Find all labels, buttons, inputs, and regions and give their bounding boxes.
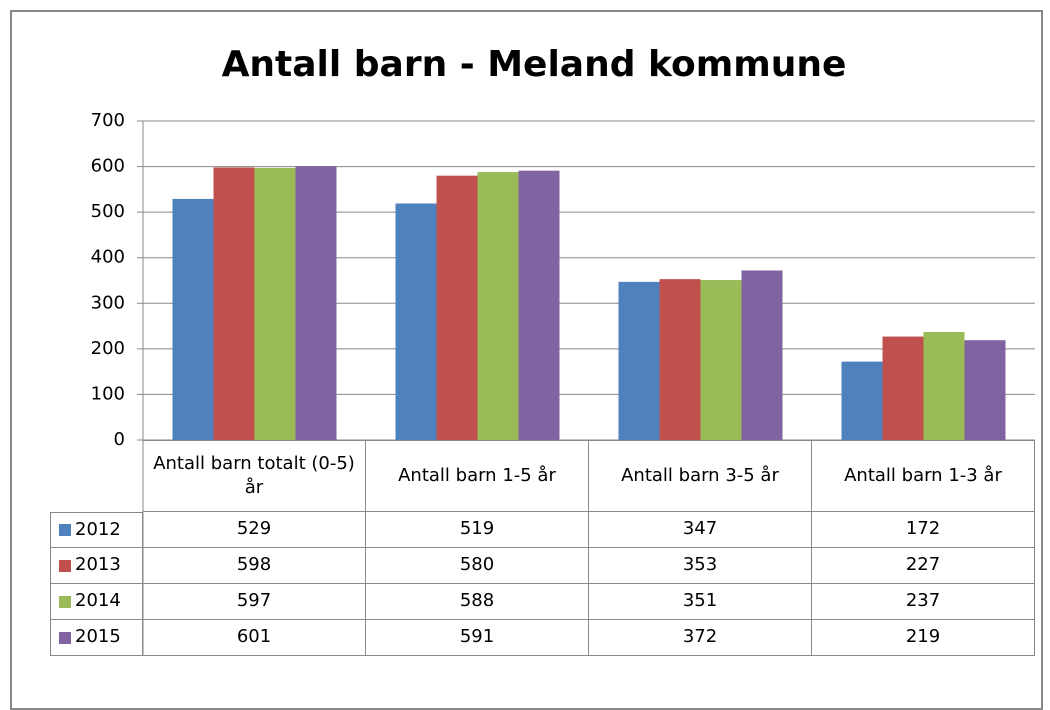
- table-value: 598: [143, 548, 366, 584]
- table-value: 172: [812, 512, 1035, 548]
- legend-label: 2012: [75, 518, 121, 540]
- table-value: 597: [143, 584, 366, 620]
- x-tick-label: Antall barn 3-5 år: [589, 440, 812, 512]
- y-tick-label: 600: [91, 156, 125, 177]
- y-tick-label: 400: [91, 247, 125, 268]
- bar: [477, 172, 519, 441]
- legend-swatch: [59, 559, 71, 572]
- legend-label: 2014: [75, 590, 121, 612]
- x-tick-label: Antall barn 1-5 år: [366, 440, 589, 512]
- legend-label: 2013: [75, 554, 121, 576]
- table-value: 237: [812, 584, 1035, 620]
- bar: [295, 166, 337, 440]
- bar: [923, 331, 965, 440]
- table-value: 227: [812, 548, 1035, 584]
- bar: [618, 281, 660, 440]
- bar: [841, 361, 883, 440]
- y-tick-label: 0: [114, 429, 125, 450]
- legend-swatch: [59, 631, 71, 644]
- chart-title: Antall barn - Meland kommune: [222, 44, 847, 85]
- bar: [395, 203, 437, 440]
- legend-entry: 2014: [50, 584, 143, 620]
- table-value: 580: [366, 548, 589, 584]
- y-tick-label: 700: [91, 110, 125, 131]
- table-value: 347: [589, 512, 812, 548]
- table-value: 601: [143, 620, 366, 656]
- legend-label: 2015: [75, 626, 121, 648]
- y-tick-label: 500: [91, 201, 125, 222]
- bar: [436, 175, 478, 440]
- legend-swatch: [59, 524, 71, 536]
- table-value: 519: [366, 512, 589, 548]
- y-tick-label: 300: [91, 292, 125, 313]
- legend-entry: 2015: [50, 620, 143, 656]
- legend-swatch: [59, 595, 71, 608]
- bar: [254, 167, 296, 440]
- page: Antall barn - Meland kommune 0 100 200 300 4…: [10, 10, 1043, 710]
- bar: [882, 336, 924, 440]
- x-tick-label: Antall barn totalt (0-5) år: [143, 440, 366, 512]
- bar: [700, 280, 742, 440]
- bar: [213, 167, 255, 441]
- bar: [172, 198, 214, 440]
- legend-entry: 2012: [50, 512, 143, 548]
- table-value: 591: [366, 620, 589, 656]
- bar: [659, 279, 701, 440]
- y-tick-label: 200: [91, 338, 125, 359]
- table-value: 588: [366, 584, 589, 620]
- table-value: 219: [812, 620, 1035, 656]
- bar: [518, 170, 560, 440]
- legend-entry: 2013: [50, 548, 143, 584]
- bar: [741, 270, 783, 440]
- bar: [964, 340, 1006, 440]
- table-value: 353: [589, 548, 812, 584]
- table-value: 351: [589, 584, 812, 620]
- table-value: 529: [143, 512, 366, 548]
- x-tick-label: Antall barn 1-3 år: [812, 440, 1035, 512]
- y-tick-label: 100: [91, 383, 125, 404]
- chart: Antall barn - Meland kommune 0 100 200 300 4…: [91, 44, 1035, 656]
- table-value: 372: [589, 620, 812, 656]
